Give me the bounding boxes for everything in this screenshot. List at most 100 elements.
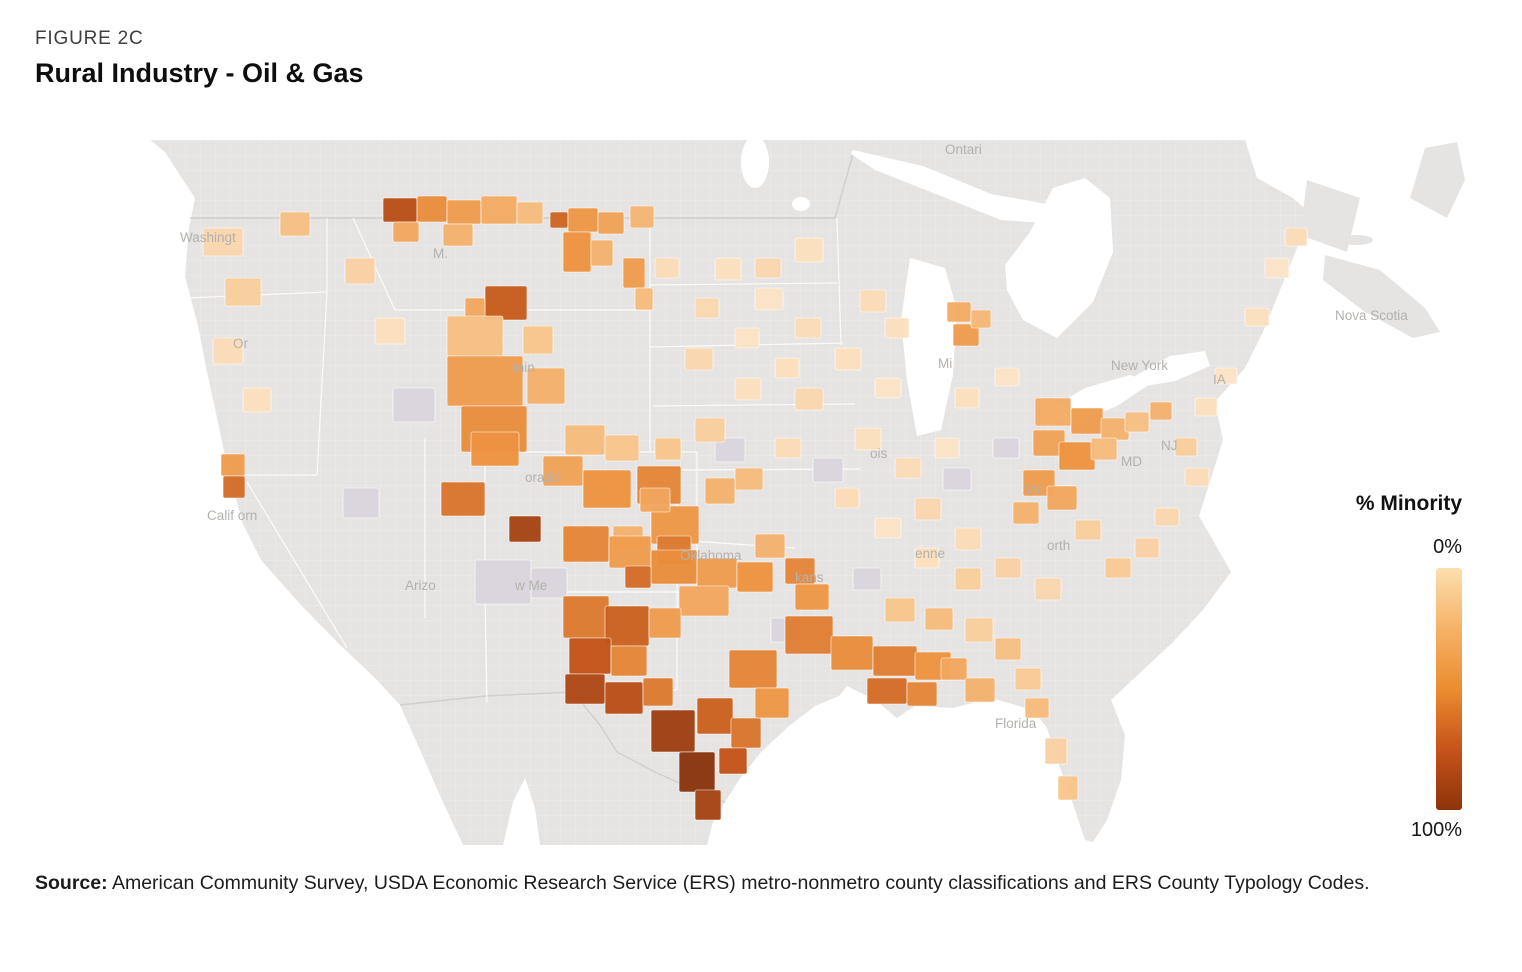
county-cell — [854, 427, 882, 451]
county-cell — [568, 637, 612, 675]
map-state-labels: Washingt M. Or min orado Calif orn Arizo w Me Ok… — [180, 142, 1408, 731]
map-label: Mi — [938, 356, 952, 371]
county-cell — [994, 367, 1020, 387]
county-cell — [564, 424, 606, 456]
county-cell — [694, 417, 726, 443]
county-cell — [924, 607, 954, 631]
county-cell — [994, 557, 1022, 579]
county-cell — [1024, 697, 1050, 719]
county-cell — [610, 645, 648, 677]
county-cell — [629, 205, 655, 229]
county-cell — [582, 469, 632, 509]
county-cell — [608, 535, 652, 569]
county-cell — [754, 533, 786, 559]
county-cell — [516, 201, 544, 225]
county-cell — [648, 607, 682, 639]
county-cell — [964, 617, 994, 643]
map-label: enne — [915, 546, 945, 561]
county-cell — [704, 477, 736, 505]
county-cell — [874, 377, 902, 399]
county-cell — [1104, 557, 1132, 579]
county-cell — [1074, 519, 1102, 541]
source-prefix: Source: — [35, 872, 108, 894]
county-cell — [714, 257, 742, 281]
county-cell — [694, 297, 720, 319]
county-cell — [734, 467, 764, 491]
county-cell — [522, 325, 554, 355]
county-cell — [622, 257, 646, 289]
county-cell — [970, 309, 992, 329]
county-cell — [639, 487, 671, 513]
figure-label: FIGURE 2C — [35, 28, 144, 49]
map-label: orth — [1047, 538, 1070, 553]
county-cell — [830, 635, 874, 671]
county-cell — [1014, 667, 1042, 691]
county-cell — [1046, 485, 1078, 511]
county-cell — [1154, 507, 1180, 527]
county-cell — [374, 317, 406, 345]
county-cell — [914, 547, 940, 569]
county-cell — [446, 199, 482, 225]
county-cell — [624, 565, 652, 589]
neutral-cell — [942, 467, 972, 491]
source-text: American Community Survey, USDA Economic… — [107, 872, 1370, 894]
county-cell — [567, 207, 599, 233]
county-cell — [754, 687, 790, 719]
county-cell — [440, 481, 486, 517]
county-cell — [392, 221, 420, 243]
map-label: w Me — [514, 578, 547, 593]
neutral-cell — [852, 567, 882, 591]
county-cell — [794, 237, 824, 263]
county-cell — [470, 431, 520, 467]
county-cell — [834, 347, 862, 371]
county-cell — [654, 257, 680, 279]
map-label: Arizo — [405, 578, 436, 593]
legend-gradient-bar — [1436, 568, 1462, 810]
county-cell — [694, 789, 722, 821]
county-cell — [834, 487, 860, 509]
county-cell — [940, 657, 968, 681]
county-cell — [442, 223, 474, 247]
county-cell — [1194, 397, 1218, 417]
county-cell — [212, 337, 244, 365]
county-cell — [728, 649, 778, 689]
county-cell — [1034, 397, 1072, 427]
county-cell — [696, 697, 734, 735]
county-cell — [1264, 257, 1290, 279]
great-lakes — [741, 140, 1210, 436]
county-cell — [508, 515, 542, 543]
county-cell — [526, 367, 566, 405]
county-cell — [604, 605, 650, 647]
map-label: Oklahoma — [680, 548, 742, 563]
county-cell — [774, 437, 802, 459]
county-cell — [678, 585, 730, 617]
map-label: ois — [870, 446, 888, 461]
county-cell — [590, 239, 614, 267]
county-cell — [754, 257, 782, 279]
county-cell — [1174, 437, 1198, 457]
map-label: kans — [795, 570, 824, 585]
county-cell — [344, 257, 376, 285]
county-cell — [684, 347, 714, 371]
county-cell — [1244, 307, 1270, 327]
county-cell — [562, 595, 610, 639]
county-cell — [1057, 775, 1079, 801]
legend-title: % Minority — [1355, 492, 1462, 515]
neutral-cell — [530, 567, 568, 599]
county-cell — [382, 197, 418, 223]
county-cell — [894, 457, 922, 479]
county-cell — [416, 195, 448, 223]
county-cell — [597, 211, 625, 235]
county-cell — [1034, 577, 1062, 601]
county-cell — [1012, 501, 1040, 525]
map-label: New York — [1111, 358, 1168, 373]
county-cell — [859, 289, 887, 313]
county-cell — [224, 277, 262, 307]
county-cell — [220, 453, 246, 477]
county-cell — [279, 211, 311, 237]
county-cell — [562, 525, 610, 563]
county-cell — [1149, 401, 1173, 421]
neutral-cell — [392, 387, 436, 423]
county-cell — [642, 677, 674, 707]
county-cell — [774, 357, 800, 379]
